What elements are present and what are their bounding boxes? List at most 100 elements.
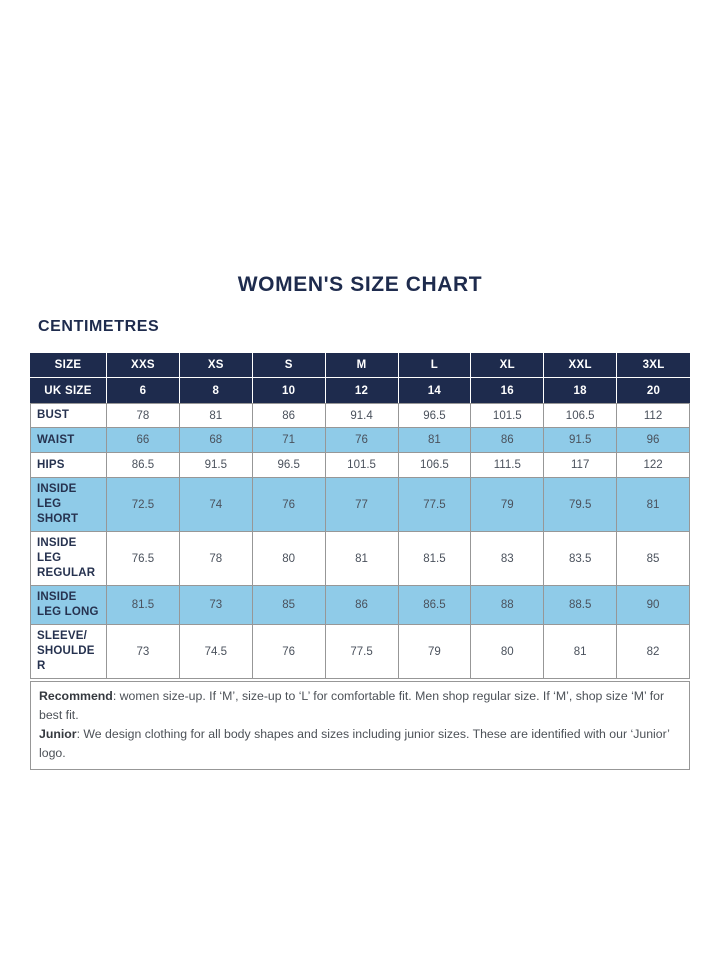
size-value-cell: 88: [471, 586, 545, 625]
size-value-cell: 73: [179, 586, 253, 625]
size-value-cell: 96: [617, 428, 690, 453]
size-value-cell: 77.5: [325, 625, 399, 679]
uk-size-value: 8: [179, 378, 253, 403]
size-column-header: M: [325, 353, 399, 378]
size-value-cell: 83: [471, 532, 545, 586]
uk-size-value: 14: [398, 378, 472, 403]
size-value-cell: 78: [179, 532, 253, 586]
size-value-cell: 68: [179, 428, 253, 453]
size-value-cell: 66: [107, 428, 180, 453]
size-column-header: S: [252, 353, 326, 378]
size-column-header: 3XL: [617, 353, 690, 378]
size-value-cell: 117: [544, 453, 618, 478]
row-label: WAIST: [30, 428, 107, 453]
size-value-cell: 79: [398, 625, 472, 679]
size-value-cell: 88.5: [544, 586, 618, 625]
size-value-cell: 86.5: [398, 586, 472, 625]
size-value-cell: 96.5: [398, 403, 472, 428]
size-value-cell: 81.5: [107, 586, 180, 625]
size-value-cell: 122: [617, 453, 690, 478]
size-column-header: XL: [471, 353, 545, 378]
uk-size-value: 6: [107, 378, 180, 403]
footnote-label: Recommend: [39, 689, 113, 703]
size-value-cell: 81: [179, 403, 253, 428]
size-value-cell: 101.5: [325, 453, 399, 478]
size-value-cell: 96.5: [252, 453, 326, 478]
size-column-header: L: [398, 353, 472, 378]
size-value-cell: 91.4: [325, 403, 399, 428]
size-value-cell: 106.5: [544, 403, 618, 428]
size-value-cell: 76.5: [107, 532, 180, 586]
row-label: HIPS: [30, 453, 107, 478]
size-value-cell: 83.5: [544, 532, 618, 586]
page-title: WOMEN'S SIZE CHART: [237, 273, 483, 296]
footnote-text: : women size-up. If ‘M’, size-up to ‘L’ …: [39, 689, 665, 722]
row-label: INSIDE LEG LONG: [30, 586, 107, 625]
size-value-cell: 80: [471, 625, 545, 679]
size-value-cell: 81: [325, 532, 399, 586]
table-row: INSIDE LEG LONG 81.5 73 85 86 86.5 88 88.5 90: [30, 586, 690, 625]
size-value-cell: 78: [107, 403, 180, 428]
size-column-header: XS: [179, 353, 253, 378]
table-header: SIZE XXS XS S M L XL XXL 3XL UK SIZE 6 8 10 12 14 16 18 2…: [30, 353, 690, 403]
size-value-cell: 74.5: [179, 625, 253, 679]
size-value-cell: 72.5: [107, 478, 180, 532]
row-label: INSIDE LEG REGULAR: [30, 532, 107, 586]
footnote-recommend: Recommend: women size-up. If ‘M’, size-u…: [39, 687, 681, 725]
size-value-cell: 81: [544, 625, 618, 679]
footnote-text: : We design clothing for all body shapes…: [39, 727, 670, 760]
footnote-label: Junior: [39, 727, 77, 741]
size-value-cell: 86.5: [107, 453, 180, 478]
uk-size-value: 18: [544, 378, 618, 403]
size-value-cell: 82: [617, 625, 690, 679]
table-row: WAIST 66 68 71 76 81 86 91.5 96: [30, 428, 690, 453]
footnotes: Recommend: women size-up. If ‘M’, size-u…: [30, 681, 690, 770]
footnote-junior: Junior: We design clothing for all body …: [39, 725, 681, 763]
size-value-cell: 85: [617, 532, 690, 586]
size-value-cell: 111.5: [471, 453, 545, 478]
size-value-cell: 77: [325, 478, 399, 532]
table-row: SLEEVE/​SHOULDER 73 74.5 76 77.5 79 80 81 82: [30, 625, 690, 679]
table-row: BUST 78 81 86 91.4 96.5 101.5 106.5 112: [30, 403, 690, 428]
size-value-cell: 112: [617, 403, 690, 428]
size-value-cell: 80: [252, 532, 326, 586]
size-value-cell: 79.5: [544, 478, 618, 532]
size-value-cell: 81: [617, 478, 690, 532]
size-value-cell: 79: [471, 478, 545, 532]
table-row: INSIDE LEG REGULAR 76.5 78 80 81 81.5 83 83.5 85: [30, 532, 690, 586]
size-value-cell: 77.5: [398, 478, 472, 532]
size-value-cell: 74: [179, 478, 253, 532]
size-value-cell: 90: [617, 586, 690, 625]
size-value-cell: 81.5: [398, 532, 472, 586]
uk-size-value: 20: [617, 378, 690, 403]
header-row-label: UK SIZE: [30, 378, 107, 403]
row-label: BUST: [30, 403, 107, 428]
size-value-cell: 85: [252, 586, 326, 625]
size-value-cell: 81: [398, 428, 472, 453]
header-row-label: SIZE: [30, 353, 107, 378]
size-chart-table: SIZE XXS XS S M L XL XXL 3XL UK SIZE 6 8 10 12 14 16 18 2…: [30, 353, 690, 679]
size-value-cell: 86: [471, 428, 545, 453]
uk-size-value: 16: [471, 378, 545, 403]
uk-size-value: 12: [325, 378, 399, 403]
unit-label: CENTIMETRES: [38, 318, 160, 335]
size-value-cell: 86: [325, 586, 399, 625]
uk-size-value: 10: [252, 378, 326, 403]
size-value-cell: 76: [252, 625, 326, 679]
size-value-cell: 106.5: [398, 453, 472, 478]
row-label: INSIDE LEG SHORT: [30, 478, 107, 532]
header-row: SIZE XXS XS S M L XL XXL 3XL: [30, 353, 690, 378]
size-value-cell: 86: [252, 403, 326, 428]
row-label: SLEEVE/​SHOULDER: [30, 625, 107, 679]
table-row: HIPS 86.5 91.5 96.5 101.5 106.5 111.5 117 122: [30, 453, 690, 478]
table-row: INSIDE LEG SHORT 72.5 74 76 77 77.5 79 79.5 81: [30, 478, 690, 532]
size-value-cell: 76: [325, 428, 399, 453]
size-column-header: XXL: [544, 353, 618, 378]
size-value-cell: 101.5: [471, 403, 545, 428]
size-value-cell: 71: [252, 428, 326, 453]
size-value-cell: 91.5: [179, 453, 253, 478]
table-body: BUST 78 81 86 91.4 96.5 101.5 106.5 112 WAIST 66 68…: [30, 403, 690, 679]
size-value-cell: 76: [252, 478, 326, 532]
size-value-cell: 73: [107, 625, 180, 679]
